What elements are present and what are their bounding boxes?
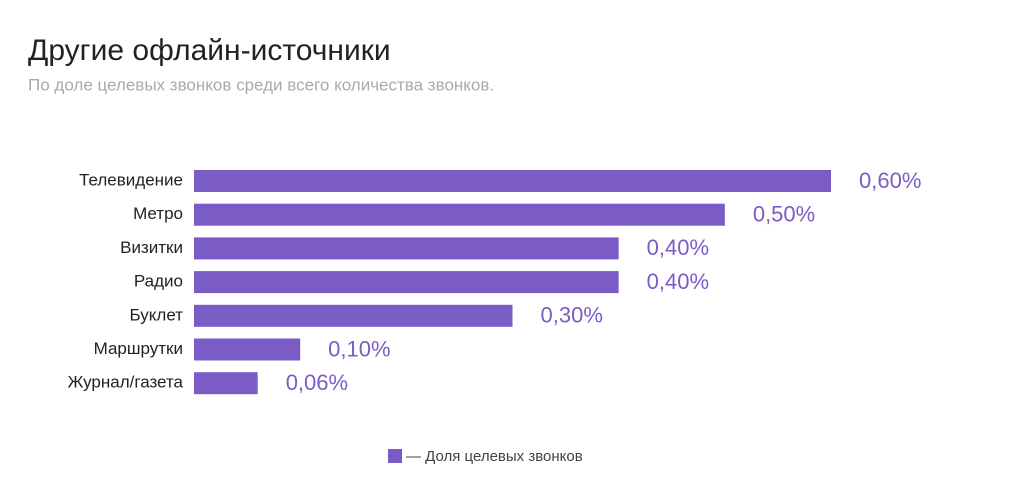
legend-label: — Доля целевых звонков xyxy=(406,448,583,465)
value-label: 0,30% xyxy=(541,303,603,328)
value-label: 0,60% xyxy=(859,168,921,193)
y-tick-label: Метро xyxy=(133,204,183,223)
bar xyxy=(194,271,619,294)
bar xyxy=(194,372,258,395)
value-label: 0,06% xyxy=(286,370,348,395)
y-tick-label: Маршрутки xyxy=(94,339,183,358)
y-tick-label: Визитки xyxy=(120,238,183,257)
legend-swatch xyxy=(388,449,402,463)
chart-subtitle: По доле целевых звонков среди всего коли… xyxy=(28,75,494,94)
bar xyxy=(194,237,619,260)
bar xyxy=(194,338,301,361)
value-label: 0,40% xyxy=(647,235,709,260)
value-label: 0,50% xyxy=(753,202,815,227)
y-tick-label: Журнал/газета xyxy=(68,373,184,392)
y-tick-label: Радио xyxy=(134,272,183,291)
value-label: 0,40% xyxy=(647,269,709,294)
y-tick-label: Телевидение xyxy=(79,170,183,189)
bar xyxy=(194,170,831,192)
y-tick-label: Буклет xyxy=(129,305,183,324)
bar xyxy=(194,203,725,226)
value-label: 0,10% xyxy=(328,336,390,361)
chart-title: Другие офлайн-источники xyxy=(28,34,391,67)
bar xyxy=(194,304,513,327)
